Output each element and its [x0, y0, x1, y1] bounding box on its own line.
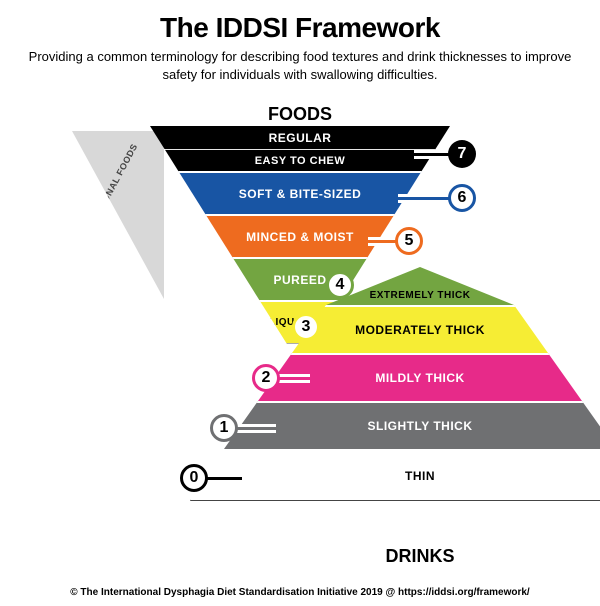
page-title: The IDDSI Framework — [0, 12, 600, 44]
drink-label: MILDLY THICK — [375, 371, 464, 385]
level-badge-2: 2 — [252, 364, 280, 392]
food-label: REGULAR — [269, 131, 332, 145]
level-badge-1: 1 — [210, 414, 238, 442]
page-subtitle: Providing a common terminology for descr… — [28, 48, 572, 83]
drinks-heading: DRINKS — [320, 546, 520, 567]
level-badge-7: 7 — [448, 140, 476, 168]
level-badge-5: 5 — [395, 227, 423, 255]
drink-band-0: THIN — [190, 449, 600, 501]
level-badge-3: 3 — [292, 313, 320, 341]
level-badge-4: 4 — [326, 271, 354, 299]
food-label: MINCED & MOIST — [246, 230, 354, 244]
food-label: PUREED — [273, 273, 326, 287]
level-badge-0: 0 — [180, 464, 208, 492]
food-sublabel: EASY TO CHEW — [255, 155, 346, 167]
drink-band-1: SLIGHTLY THICK — [224, 401, 600, 449]
drink-band-3: MODERATELY THICK — [292, 305, 548, 353]
transitional-label: TRANSITIONAL FOODS — [79, 142, 140, 244]
drink-label: THIN — [405, 469, 435, 483]
food-label: SOFT & BITE-SIZED — [239, 187, 362, 201]
food-band-5: MINCED & MOIST — [205, 214, 394, 257]
food-band-7a: REGULAR — [150, 126, 450, 149]
footer-text: © The International Dysphagia Diet Stand… — [0, 587, 600, 598]
foods-heading: FOODS — [0, 104, 600, 125]
drink-label: MODERATELY THICK — [355, 323, 485, 337]
drink-label: EXTREMELY THICK — [370, 290, 471, 301]
food-band-7b: EASY TO CHEW — [165, 149, 436, 171]
level-badge-6: 6 — [448, 184, 476, 212]
drink-label: SLIGHTLY THICK — [367, 419, 472, 433]
food-band-6: SOFT & BITE-SIZED — [178, 171, 421, 214]
transitional-panel: TRANSITIONAL FOODS — [72, 131, 164, 299]
